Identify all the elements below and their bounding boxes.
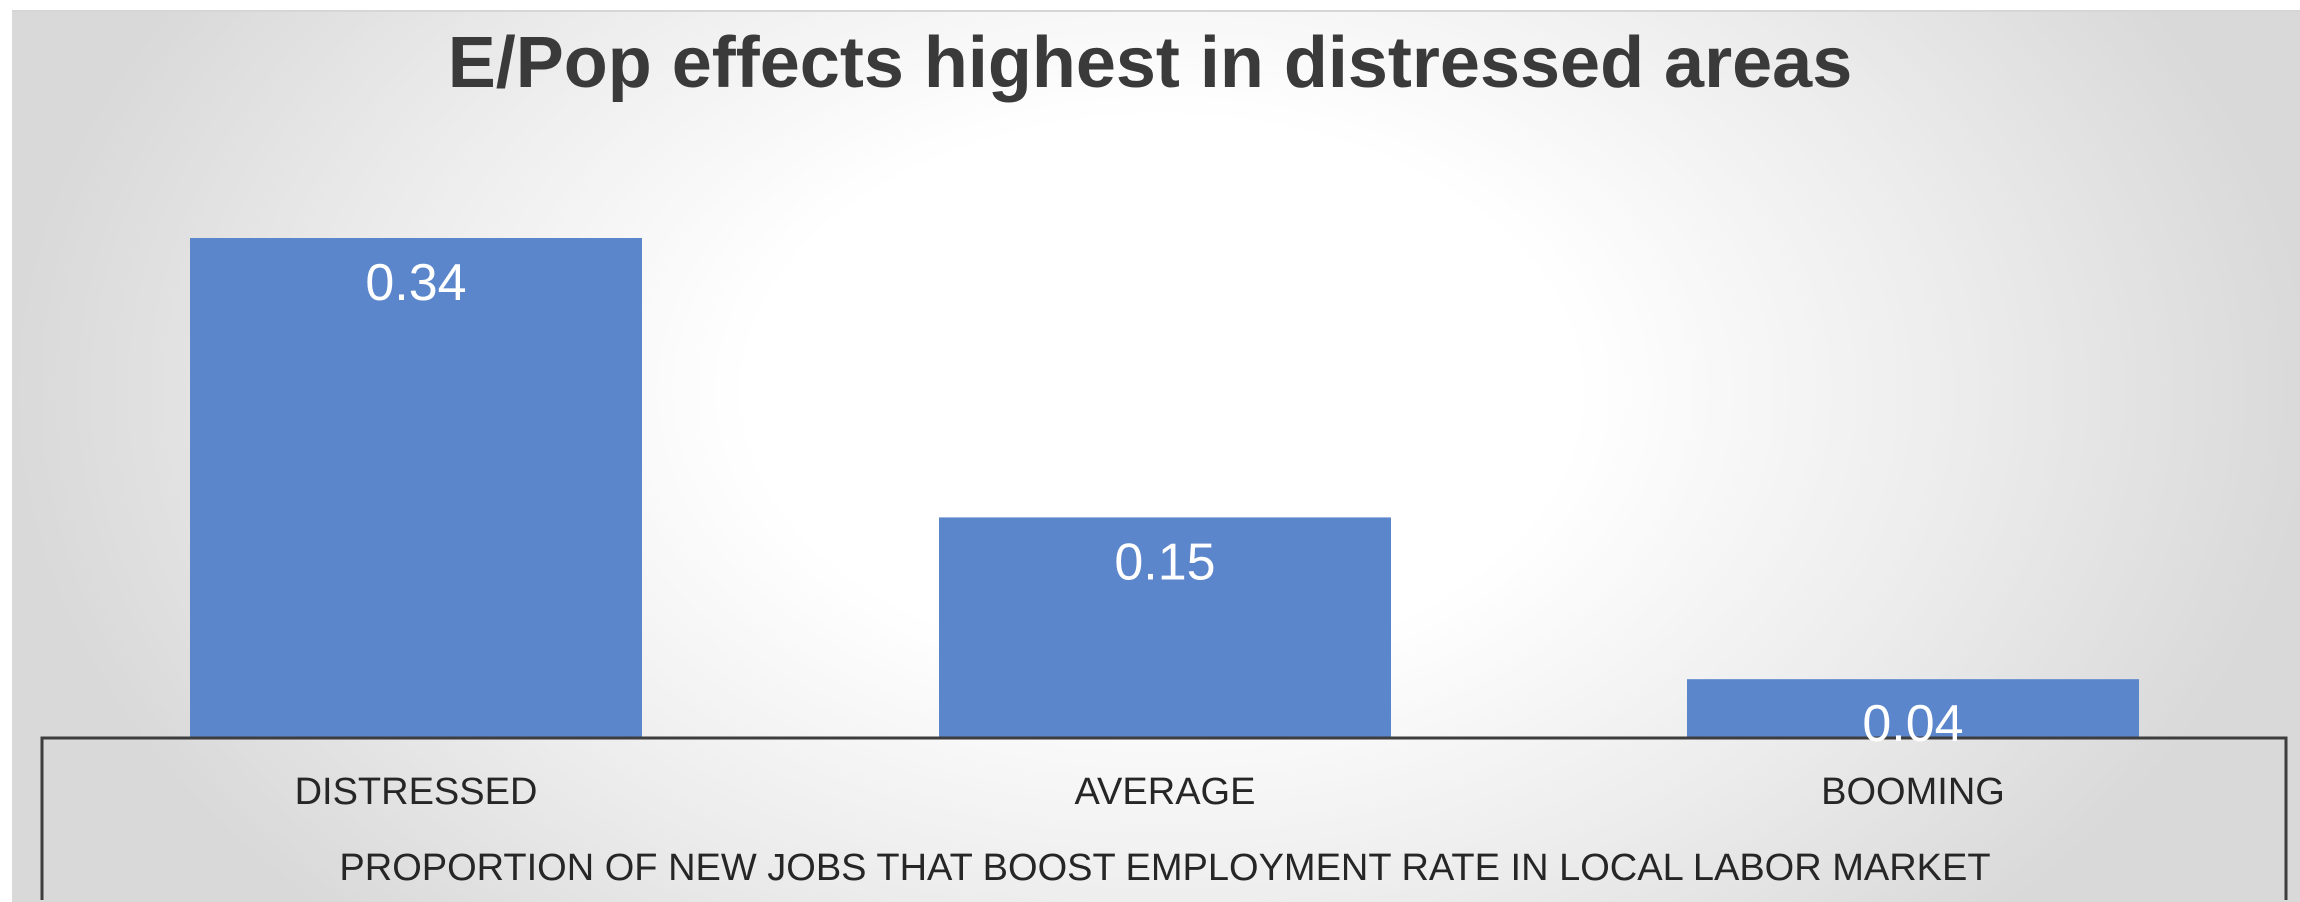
data-label-booming: 0.04 [1862, 695, 1963, 753]
category-axis-box [40, 736, 2288, 900]
tick-label-booming: BOOMING [1821, 771, 2005, 813]
bars-group [190, 238, 2139, 738]
bar-booming [1687, 679, 2139, 738]
bar-distressed [190, 238, 642, 738]
tick-label-average: AVERAGE [1075, 771, 1256, 813]
bar-average [939, 517, 1391, 738]
tick-label-distressed: DISTRESSED [295, 771, 538, 813]
tick-labels-group: DISTRESSED AVERAGE BOOMING [295, 771, 2005, 813]
x-axis-title: PROPORTION OF NEW JOBS THAT BOOST EMPLOY… [339, 847, 1990, 889]
data-label-average: 0.15 [1114, 533, 1215, 591]
data-label-distressed: 0.34 [365, 254, 466, 312]
data-labels-group: 0.34 0.15 0.04 [365, 254, 1963, 753]
chart-title: E/Pop effects highest in distressed area… [447, 23, 1853, 103]
